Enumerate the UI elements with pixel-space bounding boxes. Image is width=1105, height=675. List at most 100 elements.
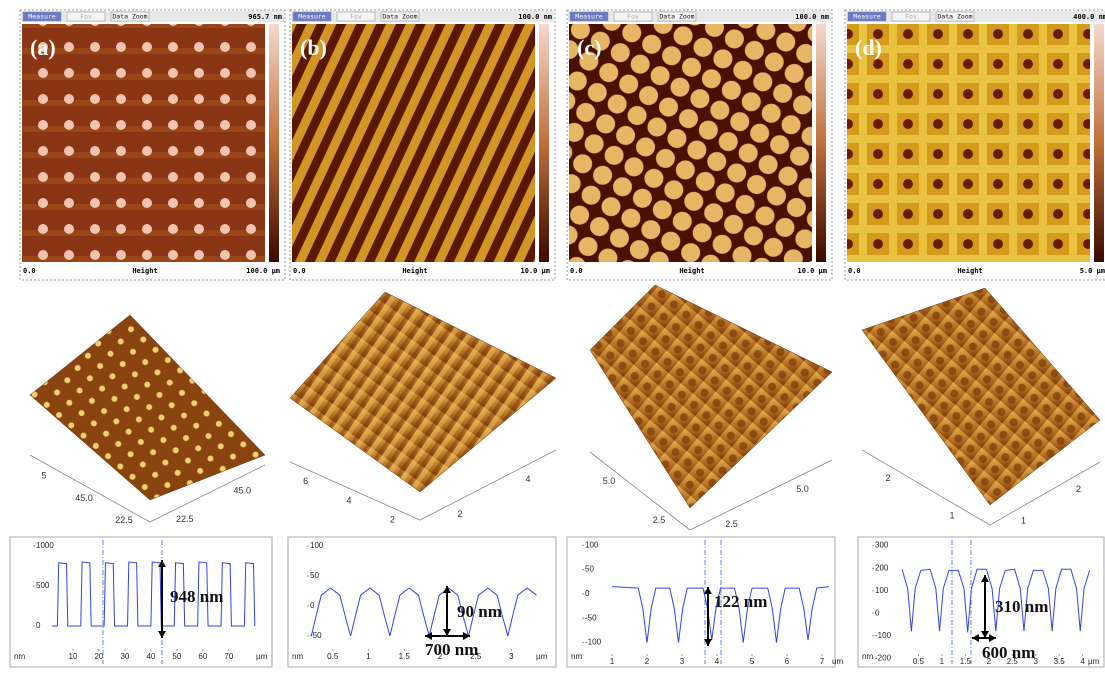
toolbar-button-label: Data Zoom — [112, 13, 147, 21]
afm-image — [847, 24, 1090, 262]
x-tick-label: 3.5 — [1054, 657, 1066, 666]
x-tick-label: 30 — [120, 652, 129, 661]
y-tick-label: -100 — [875, 631, 892, 640]
x-tick-label: 2 — [645, 657, 650, 666]
color-bar — [1094, 24, 1104, 262]
annotation: 600 nm — [982, 643, 1035, 662]
view-axis-label: 45.0 — [75, 493, 93, 503]
chart-frame — [567, 537, 835, 667]
x-tick-label: 1.5 — [399, 652, 411, 661]
chart-frame — [858, 537, 1104, 667]
view-axis-label: 2 — [390, 515, 395, 525]
annotation: 122 nm — [714, 592, 767, 611]
x-tick-label: 6 — [785, 657, 790, 666]
surface-3d — [590, 285, 832, 508]
surface-3d — [30, 315, 265, 500]
y-tick-label: 500 — [36, 581, 50, 590]
x-tick-label: 1 — [610, 657, 615, 666]
x-tick-label: 3 — [509, 652, 514, 661]
toolbar-button-label: Data Zoom — [659, 13, 694, 21]
origin-label: 0.0 — [293, 267, 306, 275]
toolbar-button-label: Fov — [350, 13, 362, 21]
view-axis-label: 5 — [41, 471, 46, 481]
chart-frame — [10, 537, 272, 667]
x-tick-label: 0.5 — [327, 652, 339, 661]
panel-label: (c) — [577, 35, 601, 60]
afm-image — [569, 24, 812, 262]
y-tick-label: 0 — [875, 608, 880, 617]
toolbar-button-label: Fov — [80, 13, 92, 21]
figure: MeasureFovData Zoom965.7 nm(a)0.0Height1… — [0, 0, 1105, 675]
afm-image — [22, 24, 265, 262]
axis-label: Height — [132, 267, 157, 275]
x-tick-label: 0.5 — [913, 657, 925, 666]
x-tick-label: 7 — [820, 657, 825, 666]
x-tick-label: 1.5 — [960, 657, 972, 666]
y-unit: nm — [571, 652, 582, 661]
color-bar — [539, 24, 549, 262]
x-tick-label: 3 — [680, 657, 685, 666]
x-tick-label: 20 — [94, 652, 103, 661]
x-tick-label: 1 — [940, 657, 945, 666]
y-tick-label: -200 — [875, 653, 892, 662]
view-axis-label: 5.0 — [796, 484, 809, 494]
color-bar — [816, 24, 826, 262]
view-axis-label: 22.5 — [115, 515, 133, 525]
toolbar-button-label: Measure — [575, 13, 602, 21]
toolbar-button-label: Measure — [298, 13, 325, 21]
scale-label: 100.0 µm — [246, 267, 280, 275]
max-height: 400.0 nm — [1073, 13, 1105, 21]
toolbar-button-label: Fov — [627, 13, 639, 21]
y-unit: nm — [14, 652, 25, 661]
x-tick-label: 40 — [146, 652, 155, 661]
x-tick-label: 70 — [224, 652, 233, 661]
y-tick-label: 100 — [585, 540, 599, 549]
y-tick-label: 100 — [875, 586, 889, 595]
max-height: 100.0 nm — [518, 13, 552, 21]
x-tick-label: 1 — [366, 652, 371, 661]
origin-label: 0.0 — [23, 267, 36, 275]
y-tick-label: 300 — [875, 541, 889, 550]
view-axis-label: 22.5 — [176, 514, 194, 524]
scale-label: 10.0 µm — [520, 267, 550, 275]
y-tick-label: -50 — [585, 613, 597, 622]
x-tick-label: 5 — [750, 657, 755, 666]
y-tick-label: 0 — [36, 621, 41, 630]
view-axis-label: 2 — [885, 473, 890, 483]
toolbar-button-label: Measure — [28, 13, 55, 21]
toolbar-button-label: Data Zoom — [937, 13, 972, 21]
view-axis-label: 2 — [457, 509, 462, 519]
view-axis-label: 2 — [1076, 484, 1081, 494]
annotation: 90 nm — [457, 602, 502, 621]
y-tick-label: 50 — [585, 565, 594, 574]
toolbar-button-label: Measure — [853, 13, 880, 21]
y-tick-label: -100 — [585, 638, 602, 647]
toolbar-button-label: Data Zoom — [382, 13, 417, 21]
x-unit: µm — [1088, 657, 1100, 666]
view-axis-label: 5.0 — [603, 476, 616, 486]
x-unit: µm — [256, 652, 268, 661]
max-height: 100.0 nm — [795, 13, 829, 21]
y-unit: nm — [292, 652, 303, 661]
view-axis-label: 6 — [303, 476, 308, 486]
view-axis-label: 4 — [346, 495, 351, 505]
annotation: 310 nm — [995, 597, 1048, 616]
panel-label: (d) — [855, 35, 882, 60]
origin-label: 0.0 — [848, 267, 861, 275]
color-bar — [269, 24, 279, 262]
view-axis-label: 2.5 — [725, 519, 738, 529]
surface-3d — [290, 292, 556, 492]
panel-label: (b) — [300, 35, 327, 60]
x-unit: µm — [536, 652, 548, 661]
axis-label: Height — [402, 267, 427, 275]
afm-image — [292, 24, 535, 262]
y-tick-label: 0 — [310, 601, 315, 610]
x-tick-label: 60 — [198, 652, 207, 661]
y-unit: nm — [862, 652, 873, 661]
scale-label: 5.0 µm — [1080, 267, 1105, 275]
view-axis-label: 1 — [1021, 516, 1026, 526]
view-axis-label: 45.0 — [233, 486, 251, 496]
x-unit: um — [832, 657, 843, 666]
max-height: 965.7 nm — [248, 13, 282, 21]
y-tick-label: 200 — [875, 563, 889, 572]
